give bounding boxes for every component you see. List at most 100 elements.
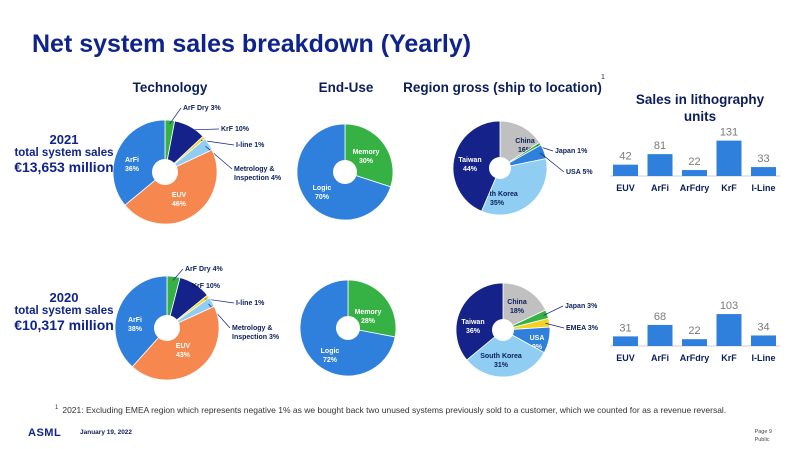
pie-slice-arfi	[114, 275, 168, 368]
year-2020: 2020	[49, 290, 79, 305]
pie-center-hole	[152, 159, 178, 185]
total-value-2020: €10,317 million	[14, 317, 114, 333]
bar-arfdry	[682, 170, 707, 176]
callout-label-metrology-inspection: Metrology & Inspection 4%	[234, 166, 282, 182]
bar-category-label-arfdry: ArFdry	[680, 353, 710, 363]
callout-line-arf-dry	[169, 107, 182, 125]
bar-category-label-krf: KrF	[721, 353, 737, 363]
bar-arfi	[647, 324, 673, 346]
callout-line-emea	[545, 322, 565, 329]
pie-slice-china	[502, 282, 547, 331]
year-block-2021: 2021 total system sales €13,653 million	[0, 132, 134, 175]
bar-euv	[613, 164, 638, 176]
callout-line-krf	[189, 285, 194, 288]
slice-label-arfi: ArFi 38%	[128, 317, 143, 333]
bar-i-line	[751, 335, 776, 346]
bar-arfi	[647, 154, 673, 176]
bar-value-label-i-line: 34	[757, 321, 769, 333]
footer-date: January 19, 2022	[80, 429, 133, 436]
callout-line-krf	[188, 128, 220, 131]
callout-label-i-line: I-line 1%	[236, 300, 265, 307]
footnote-text: 2021: Excluding EMEA region which repres…	[62, 405, 727, 415]
pie-center-hole	[154, 315, 180, 341]
bar-krf	[716, 140, 742, 176]
bar-value-label-arfdry: 22	[688, 325, 700, 337]
header-end-use: End-Use	[318, 80, 374, 95]
bar-category-label-i-line: I-Line	[752, 353, 776, 363]
slice-label-arfi: ArFi 36%	[125, 157, 140, 173]
header-region-footnote-marker: 1	[601, 74, 605, 81]
pie-center-hole	[489, 157, 511, 179]
bar-category-label-arfi: ArFi	[651, 353, 669, 363]
classification: Public	[754, 437, 770, 443]
header-region: Region gross (ship to location)	[403, 80, 602, 95]
pie-center-hole	[336, 316, 360, 340]
callout-label-usa: USA 5%	[566, 169, 593, 176]
bar-value-label-euv: 42	[619, 151, 631, 163]
callout-label-arf-dry: ArF Dry 4%	[185, 266, 224, 273]
callout-line-usa	[540, 152, 565, 173]
pie-slice-arfi	[112, 119, 166, 206]
pie-slice-memory	[344, 123, 394, 188]
page-title: Net system sales breakdown (Yearly)	[32, 30, 472, 58]
bar-category-label-krf: KrF	[721, 183, 737, 193]
pie-center-hole	[333, 160, 357, 184]
callout-line-japan	[543, 305, 564, 316]
bar-category-label-i-line: I-Line	[752, 183, 776, 193]
pie-slice-euv	[124, 149, 218, 225]
year-2021: 2021	[49, 132, 79, 147]
slice-label-euv: EUV 46%	[172, 192, 187, 208]
bar-value-label-arfi: 81	[654, 140, 666, 152]
footnote: 1 2021: Excluding EMEA region which repre…	[55, 405, 726, 415]
callout-label-emea: EMEA 3%	[566, 325, 599, 332]
header-litho: Sales in lithography units	[635, 92, 765, 124]
pie-slice-memory	[347, 279, 397, 338]
slice-label-south-korea: South Korea 35%	[476, 191, 518, 207]
footer-page: Page 9 Public	[755, 428, 772, 444]
bar-value-label-krf: 131	[720, 127, 738, 139]
bar-value-label-i-line: 33	[757, 153, 769, 165]
slice-label-south-korea: South Korea 31%	[480, 353, 522, 369]
bar-category-label-arfdry: ArFdry	[680, 183, 710, 193]
bar-euv	[613, 336, 638, 346]
callout-label-i-line: I-line 1%	[236, 142, 265, 149]
callout-line-arf-dry	[172, 268, 184, 281]
callout-label-japan: Japan 1%	[555, 148, 588, 155]
pie-slice-south-korea	[466, 329, 545, 378]
slice-label-usa: USA 9%	[530, 335, 545, 351]
bar-category-label-arfi: ArFi	[651, 183, 669, 193]
total-label-2020: total system sales	[14, 305, 114, 317]
bar-krf	[716, 314, 742, 346]
total-label-2021: total system sales	[14, 147, 114, 159]
bar-i-line	[751, 167, 776, 176]
bar-value-label-arfdry: 22	[688, 156, 700, 168]
slice-label-logic: Logic 72%	[321, 348, 340, 364]
bar-arfdry	[682, 339, 707, 346]
bar-value-label-euv: 31	[619, 322, 631, 334]
year-block-2020: 2020 total system sales €10,317 million	[0, 290, 134, 333]
callout-line-metrology-inspection	[205, 146, 233, 170]
slice-label-memory: Memory 30%	[353, 149, 380, 165]
pie-slice-taiwan	[455, 282, 504, 361]
slice-label-taiwan: Taiwan 44%	[458, 157, 481, 173]
footnote-marker: 1	[55, 405, 59, 412]
bar-category-label-euv: EUV	[616, 183, 635, 193]
bar-category-label-euv: EUV	[616, 353, 635, 363]
slice-label-logic: Logic 70%	[313, 185, 332, 201]
slice-label-china: China 18%	[507, 299, 527, 315]
bar-value-label-krf: 103	[720, 300, 738, 312]
page-number: Page 9	[754, 429, 772, 435]
slice-label-euv: EUV 43%	[176, 343, 191, 359]
callout-label-krf: KrF 10%	[221, 126, 250, 133]
callout-label-japan: Japan 3%	[565, 303, 598, 310]
pie-slice-taiwan	[452, 120, 501, 212]
asml-logo: ASML	[28, 427, 62, 439]
